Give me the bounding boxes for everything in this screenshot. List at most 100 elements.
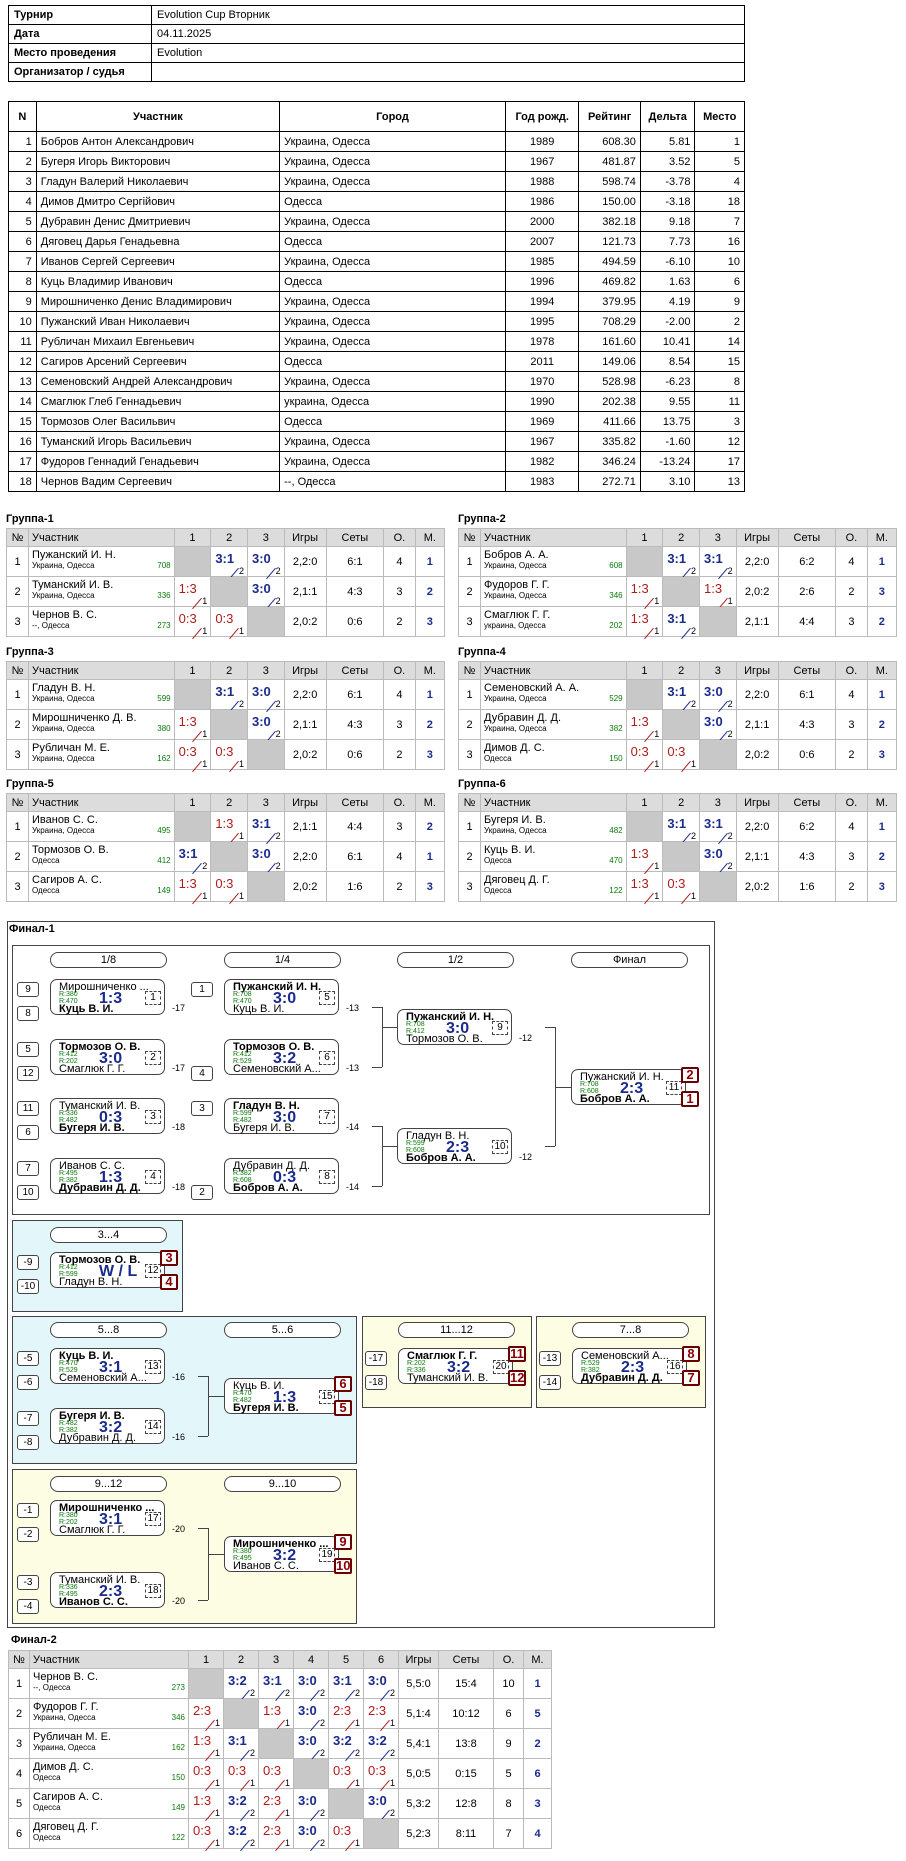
self-cell [662, 576, 700, 607]
group-header: Сеты [325, 793, 385, 812]
round-header: 1/8 [50, 952, 167, 968]
match-score: 3:0 [446, 1020, 470, 1037]
participant-cell: 16 [8, 431, 37, 452]
result-cell: 1:3 1 [625, 606, 664, 640]
match-points: 1 [654, 729, 660, 739]
participant-city: Украина, Одесса 162 [33, 1743, 185, 1752]
score-slash [240, 1839, 250, 1852]
games-cell: 2,0:2 [735, 871, 779, 902]
participant-cell: 1 [8, 131, 37, 152]
participant-name: Мирошниченко Д. В. [32, 712, 137, 724]
bracket-match: Тормозов О. В. R:412 R:202 3:0 Смаглюк Г. Г.… [50, 1039, 165, 1075]
rating-bottom: R:470 [233, 998, 252, 1005]
match-score: 1:3 [630, 581, 649, 596]
group-header: Игры [398, 1650, 439, 1669]
rating-bottom: R:599 [59, 1271, 78, 1278]
match-score: 0:3 [667, 876, 686, 891]
points-cell: 4 [835, 811, 868, 842]
seed-bottom: 10 [17, 1185, 39, 1200]
player-top: Мирошниченко ... [59, 1502, 155, 1514]
self-cell [363, 1818, 399, 1849]
row-number: 2 [6, 709, 29, 740]
self-cell [246, 871, 285, 902]
place-cell: 2 [866, 709, 898, 740]
match-score: 3:0 [703, 714, 723, 729]
match-score: 3:1 [667, 551, 687, 566]
participant-cell: 149.06 [578, 351, 641, 372]
match-points: 2 [389, 1688, 395, 1698]
place-cell: 1 [414, 679, 446, 710]
participant-city: Украина, Одесса 708 [32, 561, 171, 570]
participant-name: Семеновский А. А. [484, 682, 580, 694]
match-score: 3:1 [215, 684, 235, 699]
player-top: Туманский И. В. [59, 1574, 141, 1586]
games-cell: 2,2:0 [283, 679, 327, 710]
group-header: Сеты [325, 661, 385, 680]
group-header: 3 [698, 793, 737, 812]
sets-cell: 13:8 [438, 1728, 494, 1759]
group-table: № Участник 1 2 3 Игры Сеты О. М. 1 Семеновский А. … [458, 661, 898, 773]
match-score: 3:0 [703, 684, 723, 699]
connector-line [372, 1126, 382, 1127]
player-top: Куць В. И. [59, 1350, 114, 1362]
self-cell [223, 1698, 259, 1729]
participant-city: Одесса 150 [33, 1773, 185, 1782]
group-header: Игры [735, 793, 779, 812]
participant-name: Димов Д. С. [33, 1761, 94, 1773]
group-row: 2 Фудоров Г. Г. Украина, Одесса 346 2:3 1 1:3 1… [8, 1698, 552, 1732]
participant-cell: 411.66 [578, 411, 641, 432]
participant-name: Бугеря И. В. [484, 814, 546, 826]
group-header: № [6, 528, 29, 547]
rating-top: R:382 [233, 1170, 252, 1177]
group-header: Игры [283, 661, 327, 680]
bracket-match: Мирошниченко ... R:380 R:202 3:1 Смаглюк Г. … [50, 1500, 165, 1536]
self-cell [210, 709, 248, 740]
participant-name: Гладун В. Н. [32, 682, 96, 694]
rating-top: R:470 [233, 1390, 252, 1397]
seed-top: -7 [17, 1411, 39, 1426]
match-points: 1 [284, 1778, 290, 1788]
match-score: 3:1 [228, 1733, 247, 1748]
participant-cell: 15 [8, 411, 37, 432]
result-cell: 1:3 1 [188, 1728, 224, 1762]
place-cell: 5 [523, 1698, 552, 1729]
match-number: 3 [145, 1110, 161, 1124]
participant-cell: Иванов Сергей Сергеевич [35, 251, 281, 272]
group-header-row: № Участник 1 2 3 Игры Сеты О. М. [458, 793, 898, 812]
loser-destination: -16 [172, 1372, 186, 1382]
connector-line [208, 1396, 224, 1397]
participant-row: 11 Рубличан Михаил Евгеньевич Украина, Оде… [8, 331, 745, 352]
participant-name: Пужанский И. Н. [32, 549, 116, 561]
seed-top: 1 [191, 982, 213, 997]
games-cell: 2,1:1 [735, 709, 779, 740]
group-header: 1 [173, 528, 212, 547]
participant-row: 13 Семеновский Андрей Александрович Украин… [8, 371, 745, 392]
seed-bottom: 4 [191, 1066, 213, 1081]
participant-name: Фудоров Г. Г. [33, 1701, 99, 1713]
participant-cell: Семеновский Андрей Александрович [35, 371, 281, 392]
participant-cell: 14 [8, 391, 37, 412]
group-header: 1 [625, 793, 664, 812]
seed-bottom: 8 [17, 1006, 39, 1021]
seed-bottom: -6 [17, 1375, 39, 1390]
seed-top: -5 [17, 1351, 39, 1366]
participant-name: Чернов В. С. [32, 609, 98, 621]
rating-bottom: R:529 [233, 1058, 252, 1065]
result-cell: 3:2 2 [328, 1728, 364, 1762]
parts-header: Место [694, 101, 745, 132]
participant-rating: 149 [171, 1803, 185, 1812]
match-number: 17 [145, 1512, 161, 1526]
match-score: 3:1 [99, 1511, 123, 1528]
player-top: Пужанский И. Н. [580, 1071, 664, 1083]
games-cell: 2,2:0 [283, 841, 327, 872]
participant-cell: 4.19 [639, 291, 696, 312]
games-cell: 2,0:2 [735, 576, 779, 607]
participant-cell: Украина, Одесса [279, 331, 506, 352]
self-cell [246, 606, 285, 637]
row-number: 3 [458, 739, 481, 770]
match-score: 1:3 [99, 1169, 123, 1186]
participant-cell: 4 [694, 171, 745, 192]
participant-cell: 12 [694, 431, 745, 452]
seed-bottom: 2 [191, 1185, 213, 1200]
seed-bottom: -14 [539, 1375, 561, 1390]
